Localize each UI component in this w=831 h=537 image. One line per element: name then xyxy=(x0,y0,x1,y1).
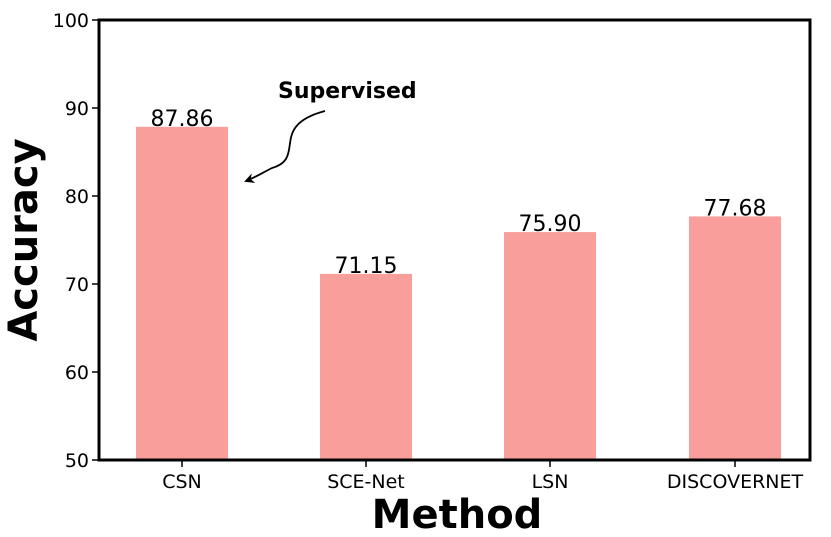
bar-lsn xyxy=(504,232,596,460)
bar-discovernet xyxy=(689,216,781,460)
bar-value-label: 77.68 xyxy=(704,196,767,221)
bar-value-label: 87.86 xyxy=(151,107,214,132)
x-tick-label: LSN xyxy=(532,471,569,493)
y-axis-ticks: 50 60 70 80 90 100 xyxy=(53,10,99,472)
bars-group xyxy=(136,126,781,460)
x-tick-label: DISCOVERNET xyxy=(667,471,804,493)
plot-frame xyxy=(97,18,812,462)
y-tick-label: 90 xyxy=(65,98,89,120)
y-tick-label: 50 xyxy=(65,450,89,472)
y-tick-label: 100 xyxy=(53,10,89,32)
x-axis-ticks: CSN SCE-Net LSN DISCOVERNET xyxy=(162,460,803,493)
y-tick-label: 60 xyxy=(65,362,89,384)
x-tick-label: SCE-Net xyxy=(327,471,405,493)
y-axis-title: Accuracy xyxy=(1,138,47,341)
x-tick-label: CSN xyxy=(162,471,202,493)
y-tick-label: 70 xyxy=(65,274,89,296)
y-tick-label: 80 xyxy=(65,186,89,208)
bar-value-labels: 87.86 71.15 75.90 77.68 xyxy=(151,107,767,279)
bar-value-label: 71.15 xyxy=(335,254,398,279)
bar-sce-net xyxy=(320,273,412,460)
annotation-text: Supervised xyxy=(278,79,417,104)
x-axis-title: Method xyxy=(372,492,543,537)
annotation-arrow xyxy=(244,110,326,183)
bar-value-label: 75.90 xyxy=(519,212,582,237)
bar-csn xyxy=(136,126,228,460)
